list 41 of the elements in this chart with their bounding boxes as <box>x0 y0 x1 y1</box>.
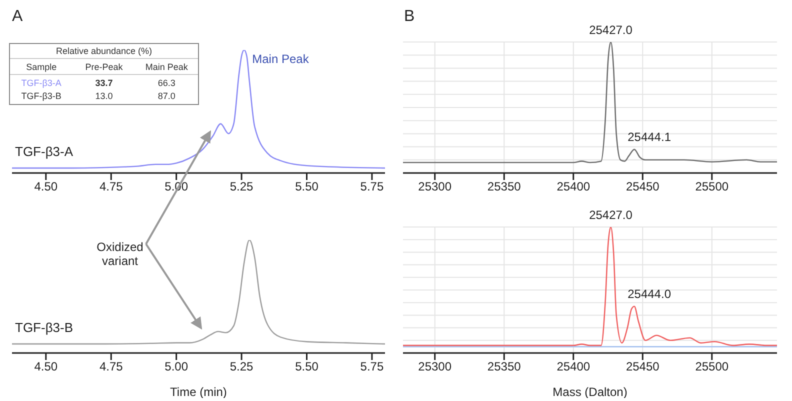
x-tick-label: 25500 <box>695 180 729 194</box>
annotation: Main Peak <box>252 52 309 66</box>
x-tick-label: 5.50 <box>295 360 319 374</box>
annotation: 66.3 <box>156 78 176 88</box>
x-tick-label: 4.50 <box>34 180 58 194</box>
series-label: TGF-β3-A <box>15 144 74 160</box>
annotation: Main Peak <box>135 62 198 75</box>
x-tick-label: 5.75 <box>360 360 384 374</box>
annotation: 33.7 <box>94 78 114 88</box>
x-tick-label: 25300 <box>418 360 452 374</box>
x-tick-label: 25350 <box>487 180 522 194</box>
series-label: TGF-β3-B <box>15 320 74 335</box>
x-tick-label: 5.00 <box>164 360 188 374</box>
chart-title: A <box>12 8 23 26</box>
annotation: Sample <box>10 62 73 75</box>
annotation: TGF-β3-B <box>20 91 62 101</box>
annotation: 87.0 <box>156 91 176 101</box>
annotation: 13.0 <box>94 91 114 101</box>
annotation: Oxidized variant <box>96 240 144 268</box>
x-tick-label: 5.25 <box>230 360 254 374</box>
x-tick-label: 5.75 <box>360 180 384 194</box>
x-tick-label: 4.75 <box>99 180 124 194</box>
annotation: Relative abundance (%) <box>10 44 198 59</box>
x-tick-label: 25350 <box>487 360 522 374</box>
x-tick-label: 25450 <box>626 360 660 374</box>
annotation: 25444.1 <box>626 130 672 144</box>
x-tick-label: 5.25 <box>230 180 254 194</box>
x-tick-label: 5.50 <box>295 180 319 194</box>
annotation: TGF-β3-A <box>20 78 62 88</box>
annotation: 25427.0 <box>588 23 634 37</box>
chart-title: B <box>404 8 415 26</box>
x-tick-label: 25300 <box>418 180 452 194</box>
x-tick-label: 25450 <box>626 180 660 194</box>
x-tick-label: 4.50 <box>34 360 58 374</box>
x-tick-label: 25400 <box>556 180 590 194</box>
annotation: 25427.0 <box>588 208 634 222</box>
x-tick-label: 25500 <box>695 360 729 374</box>
x-tick-label: 4.75 <box>99 360 124 374</box>
annotation: 25444.0 <box>626 287 672 302</box>
annotation: Pre-Peak <box>72 62 136 75</box>
x-tick-label: 25400 <box>556 360 590 374</box>
